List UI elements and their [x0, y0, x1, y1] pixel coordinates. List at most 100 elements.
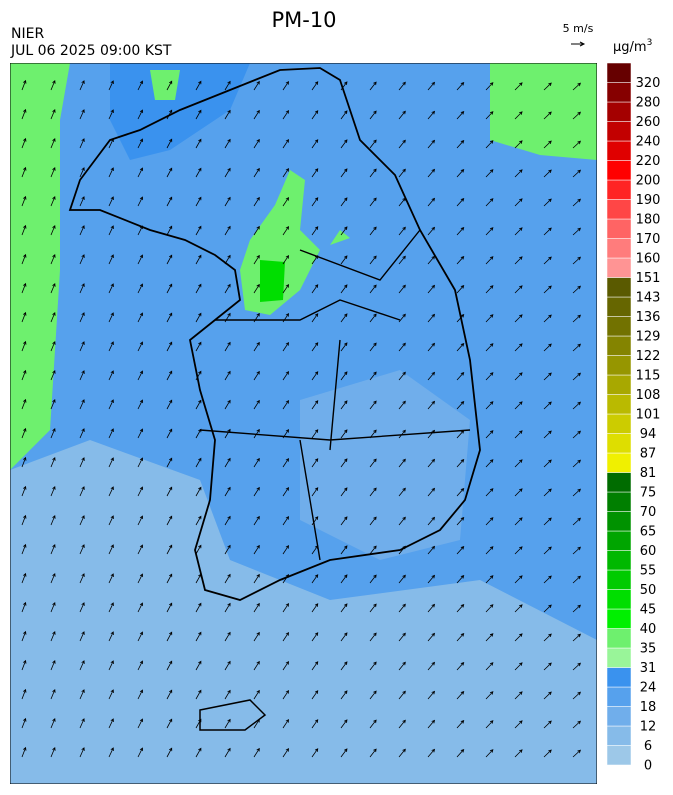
- wind-arrow: [427, 197, 436, 207]
- wind-arrow: [79, 689, 85, 700]
- colorbar-label: 40: [640, 622, 657, 637]
- wind-arrow: [514, 604, 523, 613]
- colorbar-segment: [606, 257, 632, 278]
- wind-arrow: [427, 545, 436, 555]
- wind-arrow: [543, 140, 552, 149]
- wind-arrow: [224, 457, 231, 468]
- colorbar-label: 70: [640, 505, 657, 520]
- colorbar-label: 87: [640, 447, 657, 462]
- wind-arrow: [79, 602, 85, 613]
- wind-arrow: [108, 254, 114, 265]
- wind-arrow: [514, 343, 523, 352]
- wind-arrow: [369, 139, 377, 149]
- wind-arrow: [572, 314, 581, 323]
- wind-arrow: [398, 168, 406, 178]
- wind-arrow: [21, 456, 27, 468]
- wind-arrow: [108, 167, 114, 178]
- wind-arrow: [79, 428, 85, 439]
- colorbar-segment: [606, 589, 632, 610]
- wind-arrow: [108, 370, 114, 381]
- wind-arrow: [282, 138, 290, 149]
- wind-arrow: [79, 631, 85, 642]
- wind-arrow: [108, 341, 114, 352]
- colorbar-label: 180: [636, 213, 661, 228]
- wind-arrow: [224, 544, 231, 555]
- wind-arrow: [311, 139, 319, 149]
- colorbar-segment: [606, 413, 632, 434]
- wind-arrow: [50, 79, 56, 91]
- wind-arrow: [253, 602, 260, 613]
- wind-arrow: [253, 254, 260, 265]
- wind-arrow: [427, 226, 436, 236]
- wind-arrow: [21, 398, 27, 410]
- colorbar-label: 200: [636, 174, 661, 189]
- wind-arrow: [572, 256, 581, 265]
- wind-arrow: [514, 430, 523, 439]
- wind-arrow: [398, 139, 406, 149]
- wind-arrow: [50, 224, 56, 236]
- wind-arrow: [427, 139, 436, 149]
- wind-arrow: [21, 746, 27, 758]
- wind-arrow: [311, 632, 319, 642]
- colorbar-segment: [606, 296, 632, 317]
- wind-arrow: [427, 168, 436, 178]
- wind-arrow: [224, 312, 231, 323]
- wind-arrow: [166, 631, 173, 642]
- colorbar-label: 45: [640, 603, 657, 618]
- colorbar-segment: [606, 179, 632, 200]
- wind-arrow: [427, 110, 436, 120]
- wind-arrow: [514, 517, 523, 526]
- wind-arrow: [21, 137, 27, 149]
- colorbar-label: 50: [640, 583, 657, 598]
- wind-arrow: [282, 515, 290, 526]
- wind-arrow: [282, 486, 290, 497]
- wind-arrow: [311, 168, 319, 178]
- wind-arrow: [340, 748, 348, 758]
- wind-arrow: [572, 546, 581, 555]
- wind-arrow: [166, 515, 173, 526]
- wind-arrow: [398, 429, 406, 439]
- wind-arrow: [514, 575, 523, 584]
- wind-arrow: [282, 341, 290, 352]
- wind-arrow: [166, 660, 173, 671]
- wind-arrow: [137, 370, 143, 381]
- wind-arrow: [427, 661, 436, 671]
- wind-arrow: [166, 196, 173, 207]
- wind-arrow: [253, 631, 260, 642]
- colorbar-segment: [606, 472, 632, 493]
- wind-arrow: [427, 429, 436, 439]
- wind-arrow: [195, 544, 202, 555]
- wind-arrow: [108, 689, 114, 700]
- wind-arrow: [340, 197, 348, 207]
- wind-arrow: [427, 748, 436, 758]
- wind-arrow: [427, 400, 436, 410]
- wind-arrow: [340, 139, 348, 149]
- wind-arrow: [369, 400, 377, 410]
- wind-arrow: [340, 458, 348, 468]
- wind-arrow: [166, 138, 173, 149]
- wind-arrow: [340, 690, 348, 700]
- colorbar: 0 6 12 18 24 31 35 40 45 50 55 60 65 70 75 81 87 94 101 108…: [606, 62, 661, 774]
- wind-arrow: [50, 369, 56, 381]
- wind-arrow: [456, 458, 465, 468]
- colorbar-label: 24: [640, 681, 657, 696]
- wind-arrow: [137, 457, 143, 468]
- wind-arrow: [50, 195, 56, 207]
- unit-sup: 3: [647, 38, 653, 48]
- wind-arrow: [369, 516, 377, 526]
- wind-arrow: [195, 138, 202, 149]
- wind-arrow: [485, 343, 494, 352]
- wind-arrow: [21, 688, 27, 700]
- colorbar-segment: [606, 218, 632, 239]
- wind-arrow: [514, 140, 523, 149]
- wind-arrow: [311, 313, 319, 323]
- colorbar-segment: [606, 355, 632, 376]
- wind-arrow: [369, 603, 377, 613]
- wind-arrow: [21, 340, 27, 352]
- wind-arrow: [369, 429, 377, 439]
- wind-arrow: [253, 196, 260, 207]
- wind-arrow: [195, 515, 202, 526]
- wind-arrow: [311, 284, 319, 294]
- wind-arrow: [572, 198, 581, 207]
- wind-arrow: [340, 168, 348, 178]
